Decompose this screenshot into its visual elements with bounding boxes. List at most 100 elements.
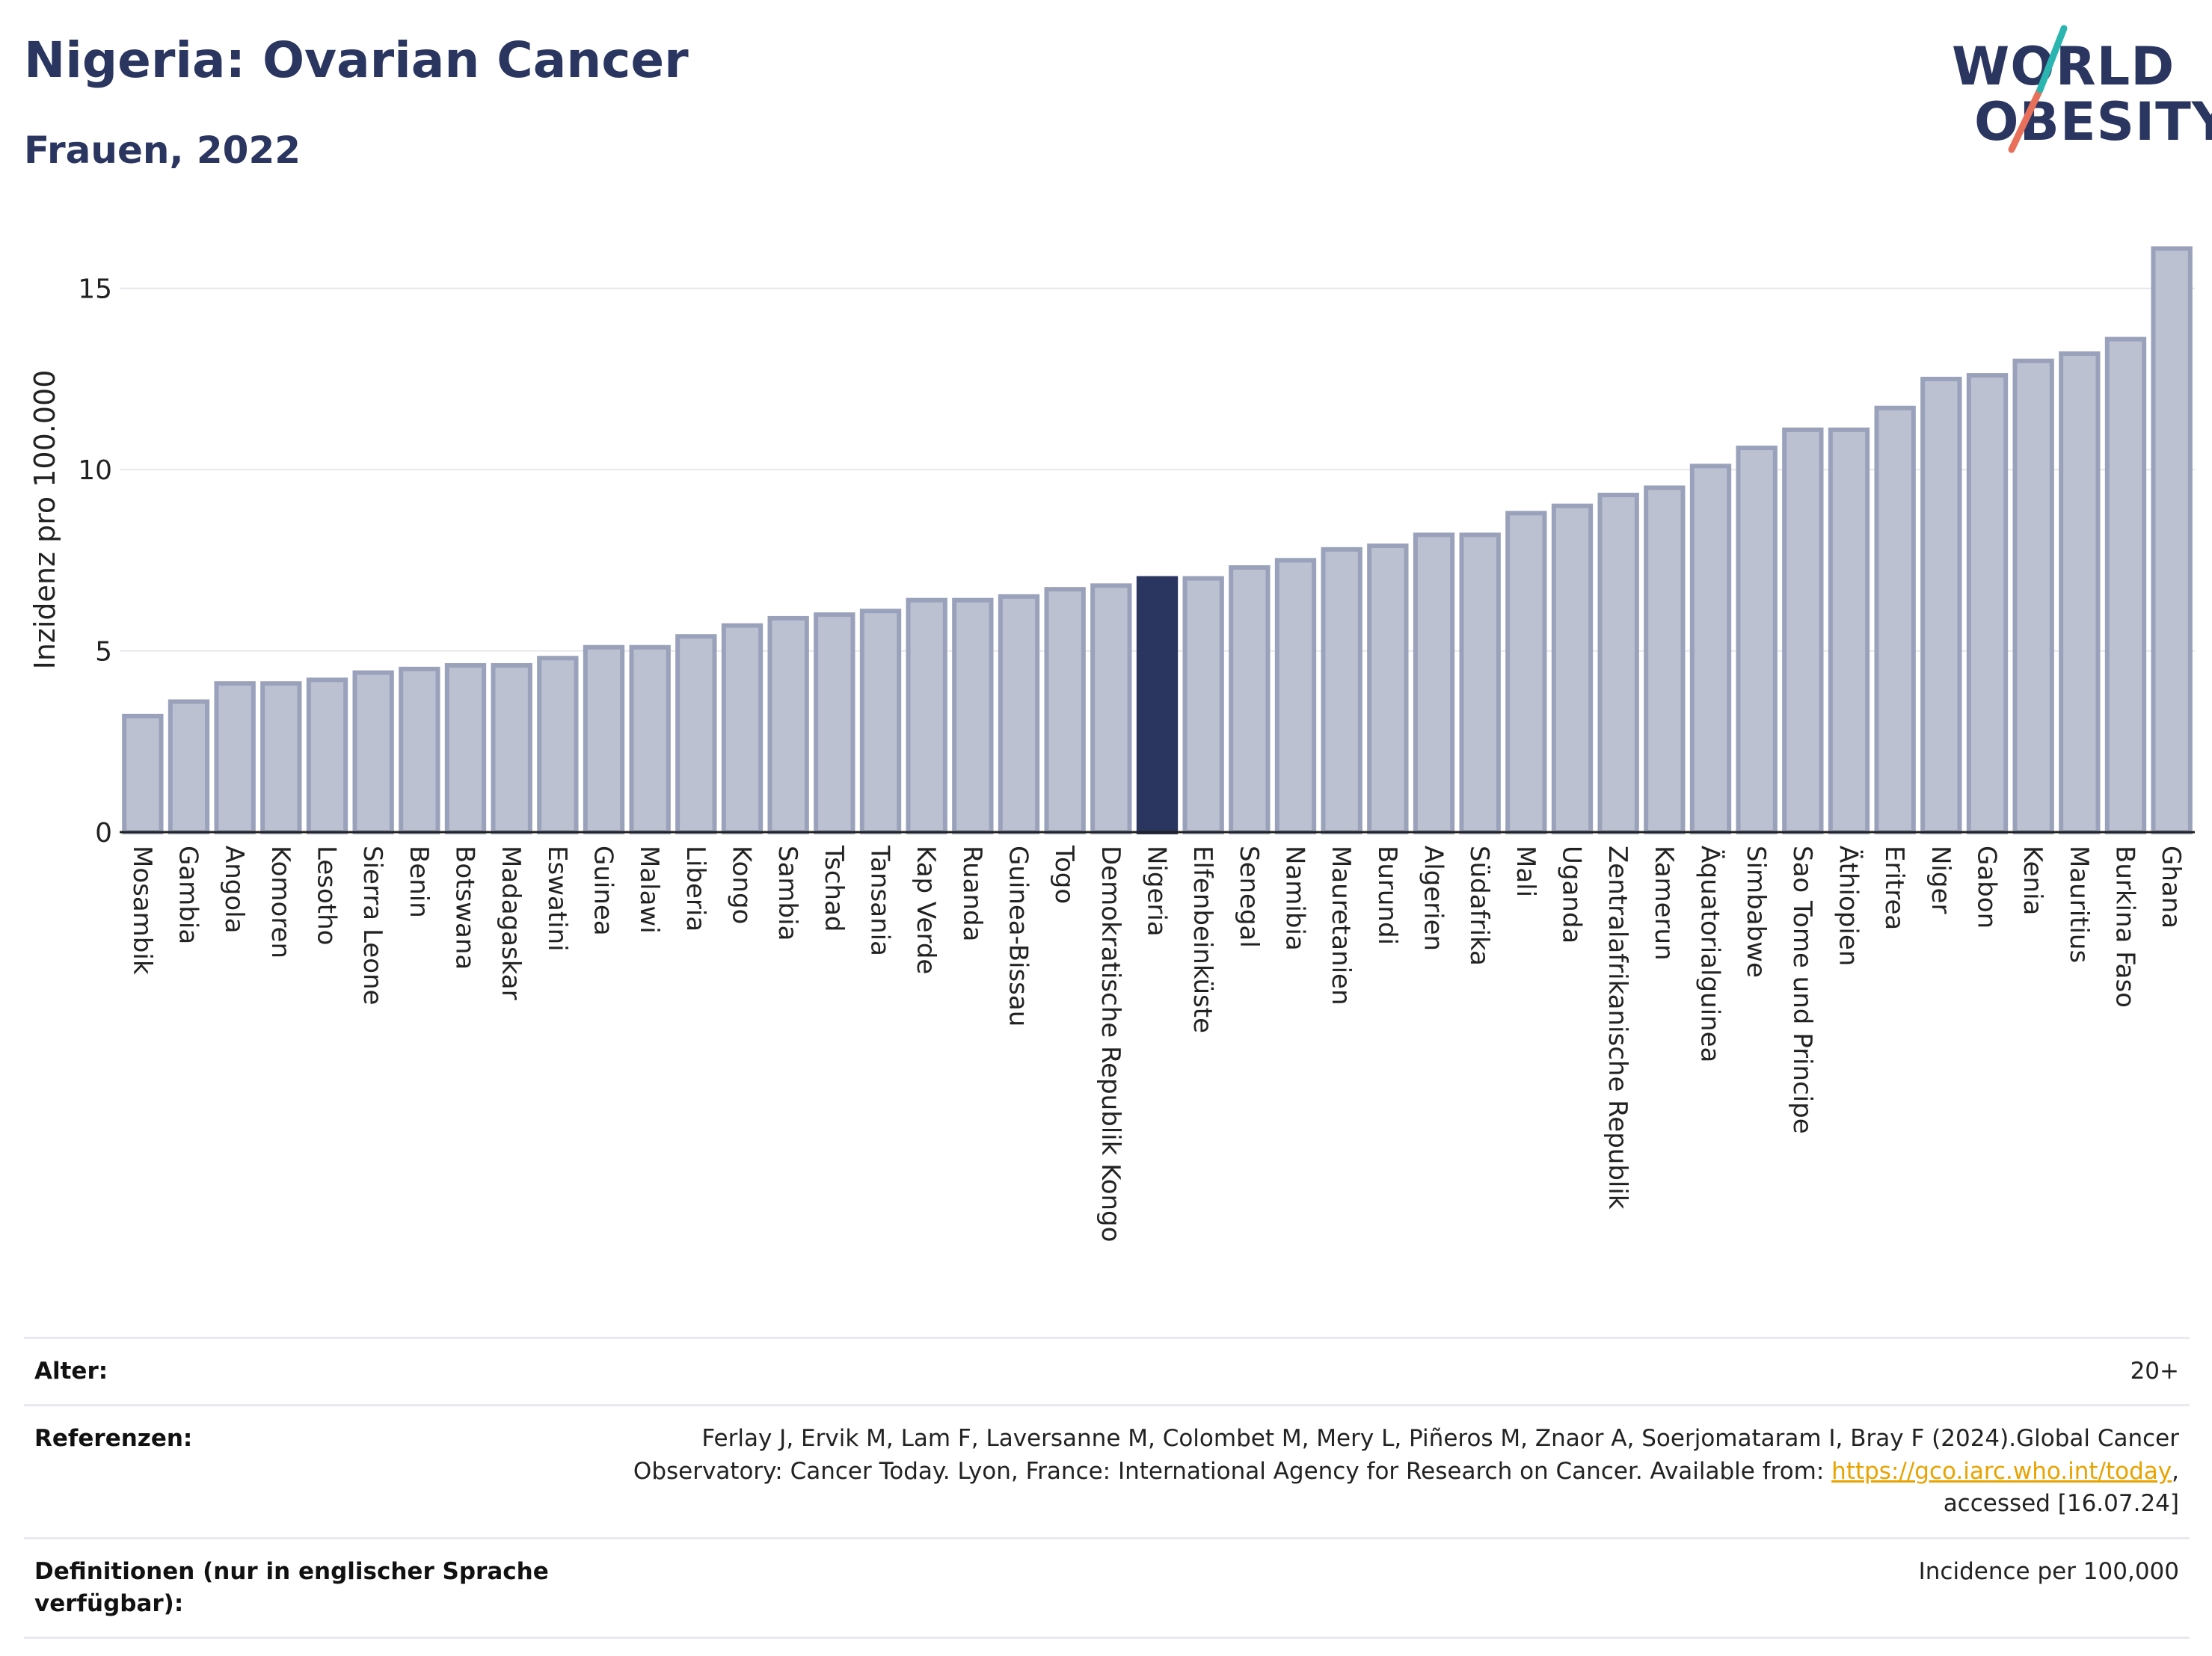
references-body: Ferlay J, Ervik M, Lam F, Laversanne M, … [633, 1425, 2179, 1485]
x-tick-label: Gambia [173, 846, 203, 944]
bar [767, 615, 809, 834]
x-tick-label: Malawi [634, 846, 664, 934]
bar-chart: 0 5 10 15 Mosambik Gambia Angola Komoren Lesotho… [78, 246, 2195, 1242]
bar [906, 597, 947, 834]
x-tick-label: Madagaskar [496, 846, 526, 1000]
x-tick-label: Namibia [1280, 846, 1310, 951]
x-tick-label: Mauretanien [1326, 846, 1356, 1006]
bar [2059, 351, 2101, 834]
references-link[interactable]: https://gco.iarc.who.int/today [1831, 1457, 2172, 1485]
bar [1644, 485, 1686, 834]
x-tick-label: Kamerun [1649, 846, 1679, 961]
meta-row-age: Alter: 20+ [24, 1337, 2190, 1404]
age-value: 20+ [2130, 1358, 2179, 1385]
definitions-value: Incidence per 100,000 [1918, 1557, 2179, 1585]
x-tick-label: Gabon [1972, 846, 2002, 929]
bar [859, 609, 902, 834]
bar [537, 656, 579, 834]
bar [675, 634, 717, 834]
x-tick-label: Simbabwe [1741, 846, 1771, 978]
bar [1367, 543, 1409, 835]
x-tick-label: Sao Tome und Principe [1787, 846, 1817, 1134]
bar [814, 612, 855, 834]
meta-row-definitions: Definitionen (nur in englischer Sprache … [24, 1536, 2190, 1640]
x-tick-label: Tansania [865, 845, 895, 956]
bar [1828, 427, 1870, 834]
bar [1782, 427, 1824, 834]
x-tick-label: Kap Verde [911, 846, 941, 974]
x-tick-label: Mauritius [2064, 846, 2094, 963]
x-tick-label: Komoren [265, 846, 295, 958]
bar [168, 699, 210, 834]
x-tick-label: Sierra Leone [357, 846, 387, 1005]
x-tick-label: Botswana [450, 846, 480, 970]
x-tick-label: Sambia [772, 846, 802, 941]
bar [2151, 246, 2193, 835]
x-tick-label: Mosambik [127, 846, 157, 975]
chart-title: Nigeria: Ovarian Cancer [24, 31, 689, 89]
references-tail: , accessed [16.07.24] [1943, 1457, 2179, 1518]
bar [2012, 358, 2054, 834]
bar [952, 597, 994, 834]
bar [1597, 493, 1639, 834]
x-tick-label: Algerien [1419, 846, 1448, 951]
bar [583, 644, 625, 835]
bar [1920, 376, 1962, 834]
x-tick-label: Nigeria [1142, 846, 1172, 937]
bar [214, 681, 256, 834]
x-tick-label: Burundi [1372, 846, 1402, 945]
bar [399, 666, 440, 834]
x-tick-label: Niger [1926, 846, 1956, 914]
x-tick-label: Benin [404, 846, 434, 918]
x-tick-label: Eswatini [542, 846, 572, 952]
x-tick-label: Liberia [681, 846, 710, 932]
bar [260, 681, 302, 834]
x-tick-label: Demokratische Republik Kongo [1096, 846, 1125, 1242]
y-tick-label: 5 [95, 637, 112, 668]
bar [1274, 558, 1317, 834]
x-tick-label: Togo [1049, 845, 1079, 904]
x-tick-label: Tschad [819, 845, 849, 932]
bar [1551, 503, 1594, 834]
x-tick-label: Lesotho [312, 846, 342, 945]
bar [306, 677, 348, 835]
definitions-label: Definitionen (nur in englischer Sprache … [34, 1557, 549, 1617]
bar [1413, 532, 1455, 834]
y-tick-label: 10 [78, 455, 112, 486]
age-label: Alter: [34, 1358, 108, 1385]
bar [629, 644, 671, 835]
bar [1136, 576, 1179, 835]
bar [444, 662, 487, 835]
bar [1090, 583, 1132, 834]
x-tick-label: Senegal [1234, 846, 1264, 948]
bar [1874, 405, 1916, 834]
x-tick-label: Kongo [727, 846, 757, 924]
bar [1966, 373, 2009, 835]
logo-slash-icon [2008, 25, 2068, 153]
bar [1229, 565, 1271, 834]
x-tick-label: Burkina Faso [2110, 846, 2140, 1008]
world-obesity-logo: WORLD OBESITY [1952, 22, 2212, 157]
x-tick-label: Zentralafrikanische Republik [1603, 846, 1632, 1210]
bar [122, 713, 164, 835]
bar [721, 623, 764, 834]
bar [1459, 532, 1501, 834]
x-tick-label: Ghana [2156, 846, 2186, 929]
x-tick-label: Eritrea [1879, 846, 1909, 930]
x-tick-label: Angola [219, 846, 249, 933]
logo-line-1: WORLD [1952, 36, 2175, 97]
references-label: Referenzen: [34, 1425, 193, 1453]
bar [1044, 587, 1086, 834]
bar [491, 662, 532, 835]
x-tick-label: Guinea-Bissau [1004, 846, 1033, 1026]
x-tick-label: Mali [1511, 846, 1540, 897]
bar [1505, 511, 1547, 834]
bar [1736, 446, 1778, 834]
x-tick-label: Elfenbeinküste [1188, 846, 1217, 1033]
x-tick-label: Äquatorialguinea [1695, 846, 1725, 1062]
metadata-table: Alter: 20+ Referenzen: Ferlay J, Ervik M… [24, 1337, 2190, 1640]
bar [998, 594, 1040, 835]
x-tick-label: Äthiopien [1834, 846, 1864, 966]
x-tick-label: Südafrika [1464, 846, 1494, 966]
chart-subtitle: Frauen, 2022 [24, 129, 301, 172]
